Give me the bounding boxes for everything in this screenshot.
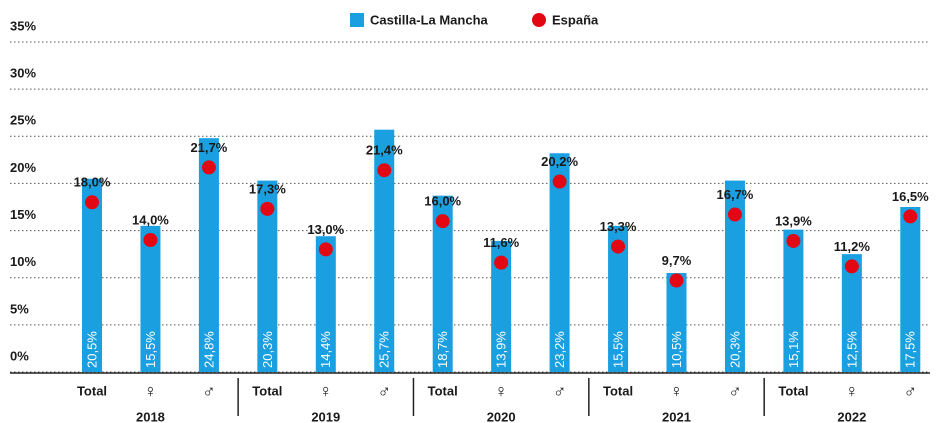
bar-value-label: 15,5%	[610, 331, 625, 368]
bar	[374, 129, 395, 372]
x-tick-label: Total	[778, 383, 808, 398]
y-tick-label: 25%	[10, 113, 36, 128]
group-label: 2021	[662, 409, 691, 423]
dot-value-label: 13,0%	[307, 222, 344, 237]
group-label: 2020	[487, 409, 516, 423]
bar-value-label: 15,5%	[143, 331, 158, 368]
dot-value-label: 17,3%	[249, 181, 286, 196]
x-tick-label: ♂	[904, 381, 918, 401]
bar-value-label: 24,8%	[201, 331, 216, 368]
bar	[432, 195, 453, 372]
x-tick-label: ♀	[845, 381, 859, 401]
legend-swatch	[350, 13, 364, 27]
bar-value-label: 13,9%	[494, 331, 509, 368]
dot-value-label: 18,0%	[74, 175, 111, 190]
bar-value-label: 14,4%	[318, 331, 333, 368]
x-tick-label: ♀	[494, 381, 508, 401]
dot-value-label: 16,0%	[424, 194, 461, 209]
bar-value-label: 15,1%	[786, 331, 801, 368]
y-tick-label: 30%	[10, 66, 36, 81]
dot-value-label: 16,5%	[892, 189, 929, 204]
dot	[260, 201, 275, 216]
bar-value-label: 23,2%	[552, 331, 567, 368]
dot	[143, 233, 158, 247]
dot	[494, 255, 509, 270]
x-tick-label: ♀	[319, 381, 333, 401]
bar	[900, 207, 921, 372]
bar	[783, 229, 804, 372]
dot-value-label: 13,3%	[600, 219, 637, 234]
dot	[377, 163, 392, 178]
bar	[140, 225, 161, 372]
x-tick-label: ♂	[728, 381, 742, 401]
bar-value-label: 10,5%	[669, 331, 684, 368]
bar	[82, 178, 102, 372]
dot	[201, 160, 216, 175]
dot	[844, 259, 859, 274]
bar-value-label: 20,3%	[260, 331, 275, 368]
bar-value-label: 17,5%	[903, 331, 918, 368]
dot-value-label: 11,2%	[834, 239, 871, 254]
dot-value-label: 16,7%	[717, 187, 754, 202]
bar-value-label: 12,5%	[844, 331, 859, 368]
y-tick-label: 20%	[10, 160, 36, 175]
dot	[727, 207, 742, 222]
y-tick-label: 35%	[10, 18, 36, 33]
y-tick-label: 5%	[10, 301, 29, 316]
x-tick-label: Total	[252, 383, 282, 398]
dot	[85, 195, 99, 210]
legend-swatch	[532, 13, 546, 27]
x-tick-label: Total	[77, 383, 107, 398]
dot-value-label: 21,7%	[190, 140, 227, 155]
bar	[724, 180, 745, 372]
legend-label: Castilla-La Mancha	[370, 12, 489, 27]
dot	[552, 174, 567, 189]
dot-value-label: 21,4%	[366, 143, 403, 158]
bar	[491, 240, 512, 372]
bar	[608, 225, 629, 372]
dot	[318, 242, 333, 257]
dot-value-label: 14,0%	[132, 212, 169, 227]
group-label: 2022	[837, 409, 866, 423]
bar-value-label: 20,3%	[727, 331, 742, 368]
bar	[841, 254, 862, 372]
x-tick-label: Total	[603, 383, 633, 398]
bar	[315, 236, 336, 372]
x-tick-label: ♀	[144, 381, 158, 401]
dot	[435, 214, 450, 229]
group-label: 2018	[136, 409, 165, 423]
y-tick-label: 10%	[10, 254, 36, 269]
group-label: 2019	[311, 409, 340, 423]
legend-label: España	[552, 12, 599, 27]
dot	[903, 209, 918, 224]
dot-value-label: 20,2%	[541, 154, 578, 169]
dot	[669, 273, 684, 288]
bar	[666, 273, 687, 372]
bar	[549, 153, 570, 372]
x-tick-label: ♂	[202, 381, 216, 401]
dot	[786, 233, 801, 248]
dot-value-label: 13,9%	[775, 213, 812, 228]
x-tick-label: ♂	[553, 381, 567, 401]
dot	[611, 239, 626, 254]
bar	[198, 138, 219, 372]
y-tick-label: 15%	[10, 207, 36, 222]
bar-value-label: 18,7%	[435, 331, 450, 368]
bar-value-label: 25,7%	[377, 331, 392, 368]
bar-value-label: 20,5%	[84, 331, 99, 368]
bar	[257, 180, 278, 372]
dot-value-label: 11,6%	[483, 235, 520, 250]
y-tick-label: 0%	[10, 348, 29, 363]
x-tick-label: Total	[428, 383, 458, 398]
x-tick-label: ♀	[670, 381, 684, 401]
dot-value-label: 9,7%	[662, 253, 692, 268]
x-tick-label: ♂	[378, 381, 392, 401]
